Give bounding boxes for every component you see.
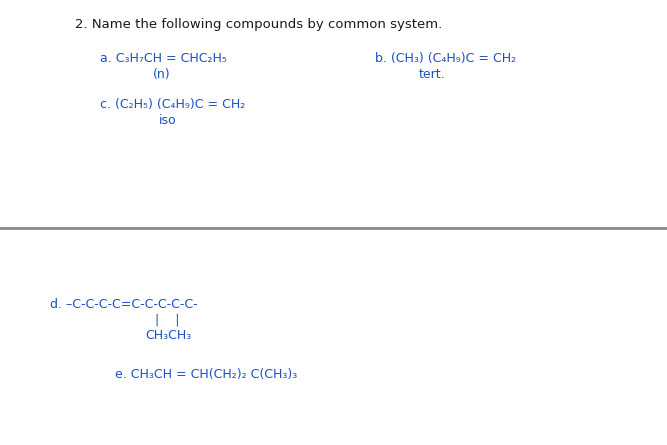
Text: d. –C-C-C-C=C-C-C-C-C-: d. –C-C-C-C=C-C-C-C-C- xyxy=(50,298,197,311)
Text: (n): (n) xyxy=(153,68,171,81)
Text: a. C₃H₇CH = CHC₂H₅: a. C₃H₇CH = CHC₂H₅ xyxy=(100,52,227,65)
Text: |    |: | | xyxy=(155,313,179,326)
Text: b. (CH₃) (C₄H₉)C = CH₂: b. (CH₃) (C₄H₉)C = CH₂ xyxy=(375,52,516,65)
Text: tert.: tert. xyxy=(419,68,446,81)
Text: 2. Name the following compounds by common system.: 2. Name the following compounds by commo… xyxy=(75,18,442,31)
Text: e. CH₃CH = CH(CH₂)₂ C(CH₃)₃: e. CH₃CH = CH(CH₂)₂ C(CH₃)₃ xyxy=(115,368,297,381)
Text: c. (C₂H₅) (C₄H₉)C = CH₂: c. (C₂H₅) (C₄H₉)C = CH₂ xyxy=(100,98,245,111)
Text: iso: iso xyxy=(159,114,177,127)
Text: CH₃CH₃: CH₃CH₃ xyxy=(145,329,191,342)
